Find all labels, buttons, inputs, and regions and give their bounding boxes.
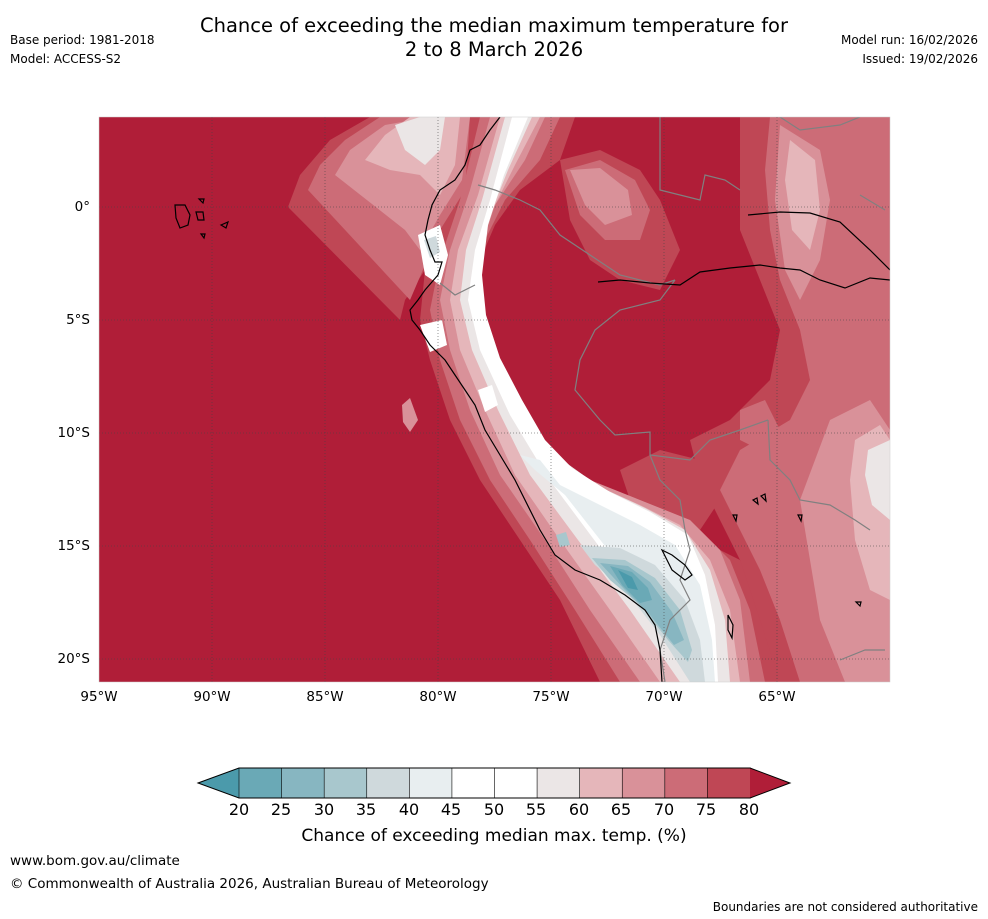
lon-label-75w: 75°W <box>532 689 570 705</box>
colorbar-cell <box>494 767 538 799</box>
lon-label-65w: 65°W <box>758 689 796 705</box>
coastlines <box>174 117 890 682</box>
lat-label-20s: 20°S <box>57 651 91 667</box>
lat-label-15s: 15°S <box>57 538 91 554</box>
colorbar <box>196 767 792 799</box>
colorbar-label: Chance of exceeding median max. temp. (%… <box>301 826 687 846</box>
colorbar-tick: 50 <box>483 800 505 819</box>
colorbar-tick: 80 <box>738 800 760 819</box>
base-period: Base period: 1981-2018 <box>10 33 155 47</box>
colorbar-cell <box>281 767 325 799</box>
disclaimer-text: Boundaries are not considered authoritat… <box>712 900 978 914</box>
colorbar-cell <box>238 767 283 799</box>
field-35-spot <box>424 236 440 258</box>
colorbar-over-arrow <box>750 768 790 798</box>
lat-label-0: 0° <box>74 199 90 215</box>
map-frame <box>98 116 891 683</box>
colorbar-cell <box>621 767 666 799</box>
model-run: Model run: 16/02/2026 <box>840 33 978 47</box>
field-30-spot <box>556 532 570 547</box>
field-25-coast <box>600 563 684 645</box>
colorbar-cell <box>536 767 581 799</box>
colorbar-tick: 30 <box>313 800 335 819</box>
colorbar-tick: 65 <box>610 800 632 819</box>
colorbar-cell <box>664 767 709 799</box>
colorbar-tick: 70 <box>653 800 675 819</box>
lon-label-70w: 70°W <box>645 689 683 705</box>
colorbar-tick: 40 <box>398 800 420 819</box>
lat-label-10s: 10°S <box>57 425 91 441</box>
field-60-east <box>785 140 820 250</box>
map-title: Chance of exceeding the median maximum t… <box>0 14 988 62</box>
lon-label-85w: 85°W <box>306 689 344 705</box>
lon-label-90w: 90°W <box>193 689 231 705</box>
colorbar-tick: 35 <box>355 800 377 819</box>
field-65-northeast <box>570 168 632 225</box>
colorbar-tick: 25 <box>270 800 292 819</box>
colorbar-cell <box>707 767 751 799</box>
colorbar-tick: 20 <box>228 800 250 819</box>
map-field <box>99 117 890 682</box>
map-title-line1: Chance of exceeding the median maximum t… <box>199 14 789 37</box>
field-15-coast <box>618 570 638 590</box>
colorbar-tick: 55 <box>525 800 547 819</box>
field-35-coast <box>580 545 705 682</box>
field-70-spot <box>740 400 780 450</box>
colorbar-tick: 75 <box>695 800 717 819</box>
copyright-text: © Commonwealth of Australia 2026, Austra… <box>10 876 489 892</box>
colorbar-tick: 60 <box>568 800 590 819</box>
colorbar-cell <box>366 767 411 799</box>
field-55-east <box>865 440 890 520</box>
field-65-offshore <box>402 398 418 432</box>
colorbar-cell <box>323 767 368 799</box>
colorbar-cell <box>579 767 624 799</box>
lat-label-5s: 5°S <box>66 312 90 328</box>
colorbar-cell <box>451 767 496 799</box>
website-link[interactable]: www.bom.gov.au/climate <box>10 853 180 869</box>
field-50-spot <box>478 385 498 412</box>
field-50-gulf <box>420 320 447 352</box>
colorbar-tick: 45 <box>440 800 462 819</box>
lon-label-80w: 80°W <box>419 689 457 705</box>
issued-date: Issued: 19/02/2026 <box>862 52 978 66</box>
model-name: Model: ACCESS-S2 <box>10 52 122 66</box>
colorbar-outline <box>196 767 792 799</box>
colorbar-cell <box>409 767 453 799</box>
colorbar-cells <box>238 767 751 799</box>
field-55-north <box>395 117 445 165</box>
map-title-line2: 2 to 8 March 2026 <box>404 38 584 61</box>
graticule <box>99 117 890 682</box>
colorbar-under-arrow <box>198 768 239 798</box>
lon-label-95w: 95°W <box>80 689 118 705</box>
country-borders <box>439 117 886 682</box>
